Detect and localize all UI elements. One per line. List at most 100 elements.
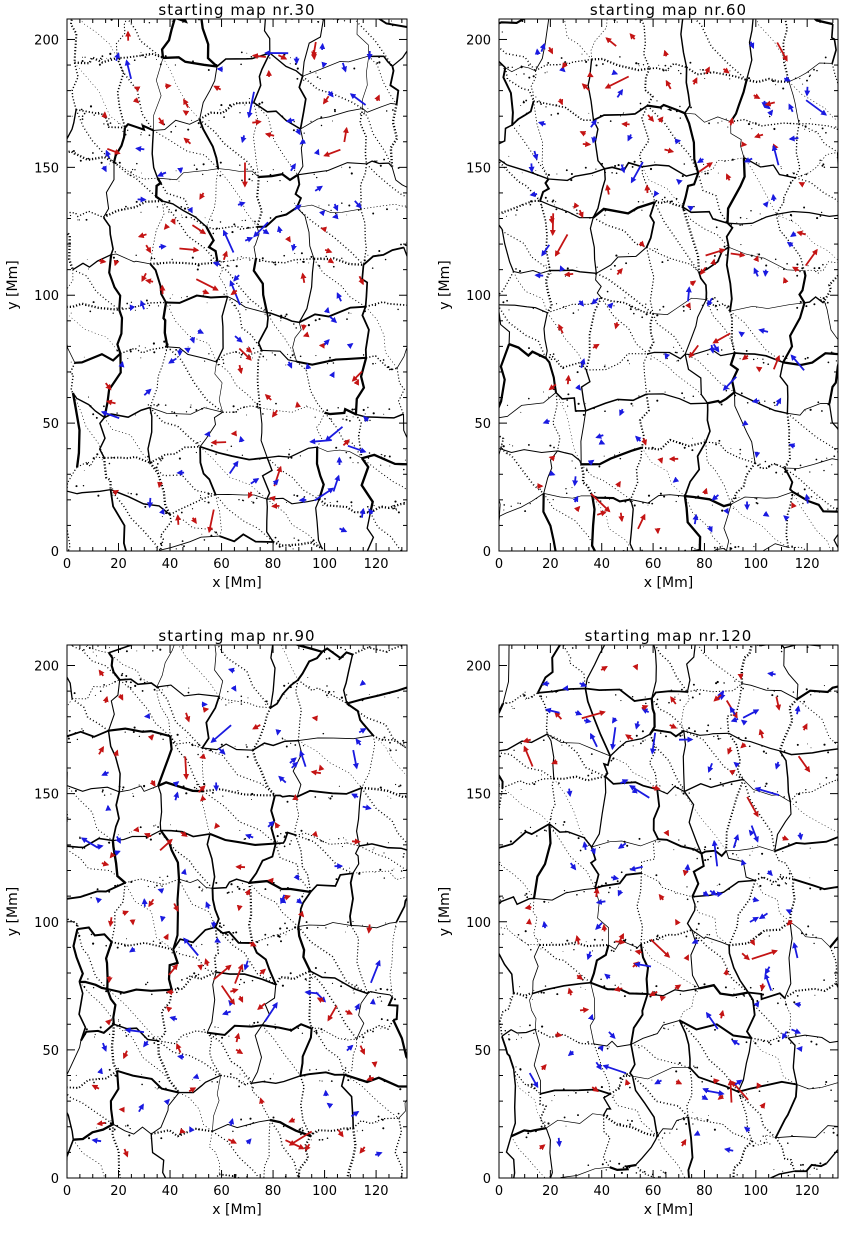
panel-3: 0 20 40 60 80 100 120 0 50 100 150 200 starting map … <box>5 627 408 1218</box>
red-flow-arrow <box>764 100 776 107</box>
red-flow-arrow <box>755 366 763 373</box>
blue-flow-arrow <box>355 738 362 746</box>
blue-flow-arrow <box>732 833 740 849</box>
blue-flow-arrow <box>168 357 177 364</box>
red-flow-arrow <box>283 894 291 901</box>
blue-flow-arrow <box>129 946 136 953</box>
blue-flow-arrow <box>691 938 699 944</box>
red-flow-arrow <box>358 275 364 286</box>
red-flow-arrow <box>169 218 176 225</box>
red-flow-arrow <box>176 1043 182 1053</box>
blue-flow-arrow <box>611 69 619 76</box>
red-flow-arrow <box>576 973 584 980</box>
red-flow-arrow <box>98 669 105 677</box>
red-flow-arrow <box>159 838 173 851</box>
blue-flow-arrow <box>770 193 777 202</box>
red-flow-arrow <box>143 832 152 839</box>
blue-flow-arrow <box>537 120 546 127</box>
blue-flow-arrow <box>314 487 335 502</box>
red-flow-arrow <box>629 33 636 40</box>
red-flow-arrow <box>658 893 665 901</box>
red-flow-arrow <box>204 958 210 967</box>
blue-flow-arrow <box>541 244 551 257</box>
red-flow-arrow <box>230 289 238 296</box>
blue-flow-arrow <box>139 299 146 310</box>
blue-flow-arrow <box>804 493 811 504</box>
blue-flow-arrow <box>189 336 195 344</box>
blue-flow-arrow <box>370 959 381 984</box>
blue-flow-arrow <box>595 898 606 905</box>
red-flow-arrow <box>741 354 749 361</box>
blue-flow-arrow <box>321 61 328 69</box>
blue-flow-arrow <box>730 716 739 723</box>
blue-flow-arrow <box>147 497 154 509</box>
blue-flow-arrow <box>591 136 598 144</box>
red-flow-arrow <box>798 182 806 188</box>
blue-flow-arrow <box>781 1031 788 1040</box>
red-flow-arrow <box>796 230 806 237</box>
blue-flow-arrow <box>559 65 566 73</box>
blue-flow-arrow <box>319 42 326 50</box>
blue-flow-arrow <box>595 922 603 930</box>
blue-flow-arrow <box>97 1067 103 1075</box>
x-axis-label: x [Mm] <box>644 575 693 591</box>
blue-flow-arrow <box>230 685 237 692</box>
red-flow-arrow <box>163 933 169 941</box>
blue-flow-arrow <box>762 201 769 208</box>
red-flow-arrow <box>345 1009 353 1015</box>
blue-flow-arrow <box>740 859 747 866</box>
red-flow-arrow <box>133 86 141 92</box>
red-flow-arrow <box>109 851 116 859</box>
red-flow-arrow <box>538 1144 546 1151</box>
red-flow-arrow <box>245 346 253 353</box>
red-flow-arrow <box>327 1005 338 1022</box>
red-flow-arrow <box>179 1127 186 1134</box>
blue-flow-arrow <box>212 261 221 267</box>
blue-flow-arrow <box>586 951 593 961</box>
red-flow-arrow <box>322 95 330 105</box>
red-flow-arrow <box>567 987 574 996</box>
red-flow-arrow <box>249 941 257 947</box>
red-flow-arrow <box>563 271 574 278</box>
blue-flow-arrow <box>595 433 604 439</box>
red-flow-arrow <box>804 248 818 267</box>
blue-flow-arrow <box>299 138 307 145</box>
red-flow-arrow <box>220 985 235 1006</box>
x-tick-label: 80 <box>696 1184 713 1199</box>
red-flow-arrow <box>132 97 140 104</box>
blue-flow-arrow <box>143 388 152 396</box>
red-flow-arrow <box>601 924 608 932</box>
red-flow-arrow <box>791 501 797 509</box>
blue-flow-arrow <box>616 88 624 98</box>
blue-flow-arrow <box>101 165 107 173</box>
flow-arrows <box>522 663 811 1154</box>
red-flow-arrow <box>717 1093 725 1100</box>
panel-title: starting map nr.30 <box>158 1 315 19</box>
blue-flow-arrow <box>762 510 770 517</box>
red-flow-arrow <box>551 758 558 765</box>
blue-flow-arrow <box>295 897 303 904</box>
red-flow-arrow <box>575 935 581 945</box>
panel-1: 0 20 40 60 80 100 120 0 50 100 150 200 starting map … <box>5 1 408 591</box>
blue-flow-arrow <box>541 920 548 929</box>
blue-flow-arrow <box>620 779 629 785</box>
red-flow-arrow <box>259 1097 265 1105</box>
red-flow-arrow <box>165 83 172 90</box>
red-flow-arrow <box>197 785 206 793</box>
red-flow-arrow <box>324 247 333 254</box>
blue-flow-arrow <box>611 716 618 724</box>
red-flow-arrow <box>689 280 697 287</box>
blue-flow-arrow <box>707 525 713 533</box>
blue-flow-arrow <box>135 146 145 152</box>
red-flow-arrow <box>540 1063 547 1071</box>
panel-title: starting map nr.120 <box>585 627 753 645</box>
red-flow-arrow <box>712 332 731 344</box>
blue-flow-arrow <box>157 888 165 894</box>
blue-flow-arrow <box>313 148 320 156</box>
blue-flow-arrow <box>649 732 657 755</box>
blue-flow-arrow <box>541 680 550 687</box>
blue-flow-arrow <box>227 667 235 674</box>
panel-title: starting map nr.90 <box>158 627 315 645</box>
blue-flow-arrow <box>529 191 538 198</box>
panel-title: starting map nr.60 <box>590 1 747 19</box>
